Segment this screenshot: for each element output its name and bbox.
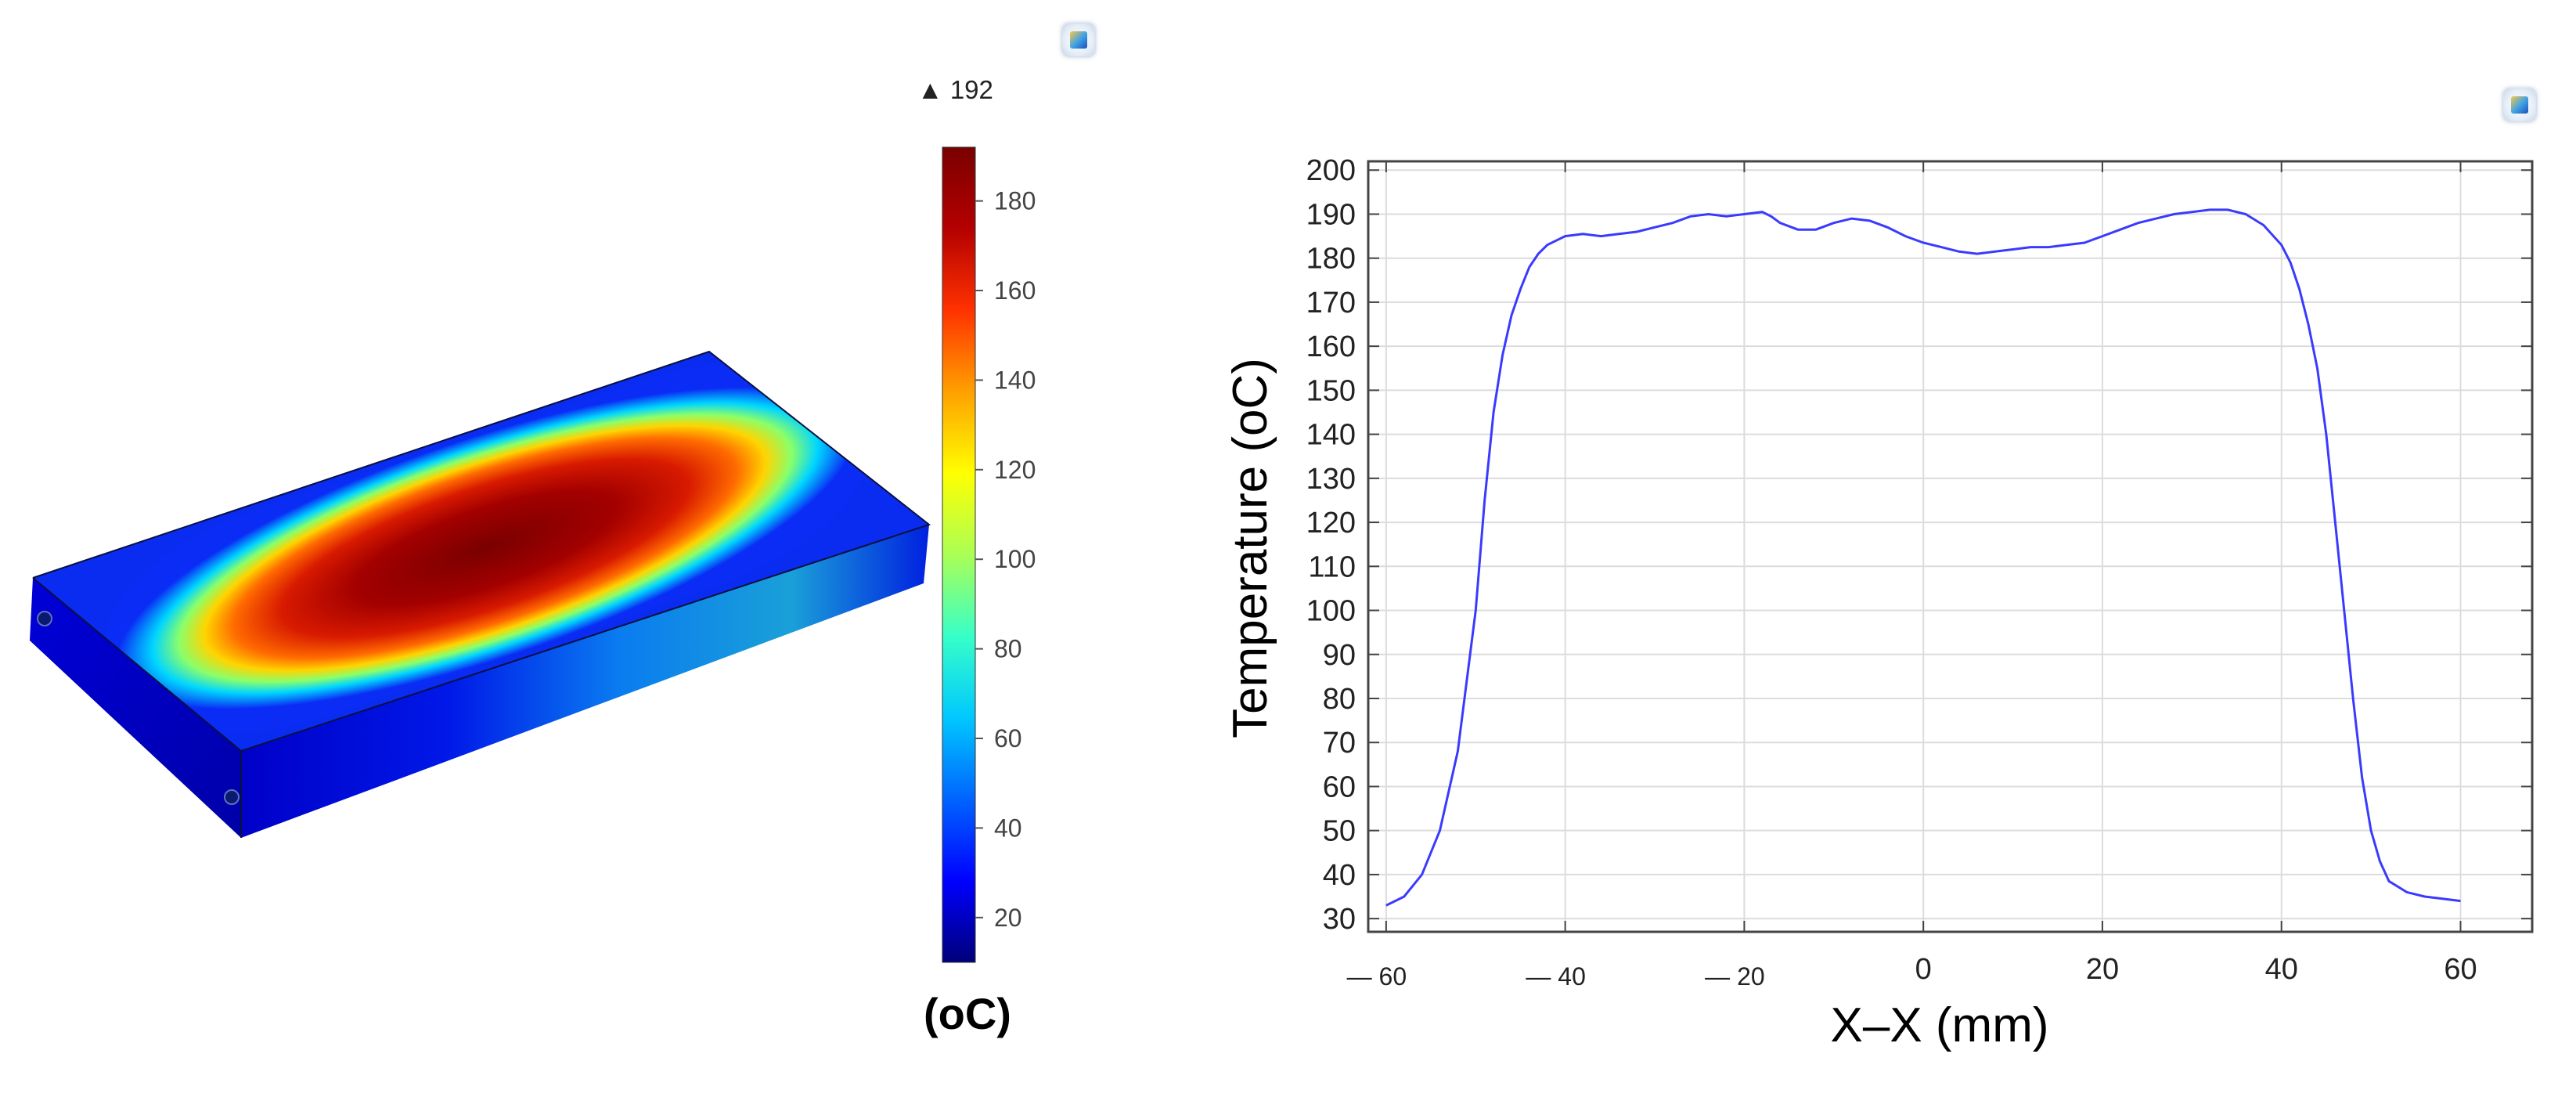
colorbar-tick-label: 20 bbox=[994, 904, 1022, 932]
colorbar-tick-label: 100 bbox=[994, 545, 1036, 573]
colorbar-unit-label: (oC) bbox=[924, 989, 1011, 1038]
colorbar-tick-label: 180 bbox=[994, 187, 1036, 215]
model-settings-icon[interactable] bbox=[1062, 23, 1095, 56]
colorbar-tick-label: 60 bbox=[994, 724, 1022, 753]
model-settings-icon[interactable] bbox=[2503, 88, 2536, 121]
heated-plate-render bbox=[30, 350, 931, 838]
port-hole bbox=[37, 611, 52, 626]
plate-side-front bbox=[241, 525, 929, 838]
colorbar-gradient bbox=[942, 146, 976, 963]
plate-side-left bbox=[30, 578, 241, 838]
left-panel: ▲ 192 180 160 140 120 100 80 60 40 20 (oC) bbox=[0, 0, 1119, 1108]
hot-zone bbox=[107, 361, 863, 735]
colorbar-tick-label: 80 bbox=[994, 635, 1022, 663]
colorbar-tick-label: 120 bbox=[994, 456, 1036, 484]
port-hole bbox=[224, 789, 240, 805]
colorbar-tick-label: 140 bbox=[994, 366, 1036, 394]
colorbar-tick-label: 40 bbox=[994, 814, 1022, 842]
max-value-label: ▲ 192 bbox=[917, 75, 993, 104]
right-panel bbox=[1119, 0, 2576, 1108]
colorbar-tick-label: 160 bbox=[994, 276, 1036, 305]
colorbar: 180 160 140 120 100 80 60 40 20 bbox=[942, 146, 1036, 963]
plate-edges bbox=[32, 350, 931, 753]
